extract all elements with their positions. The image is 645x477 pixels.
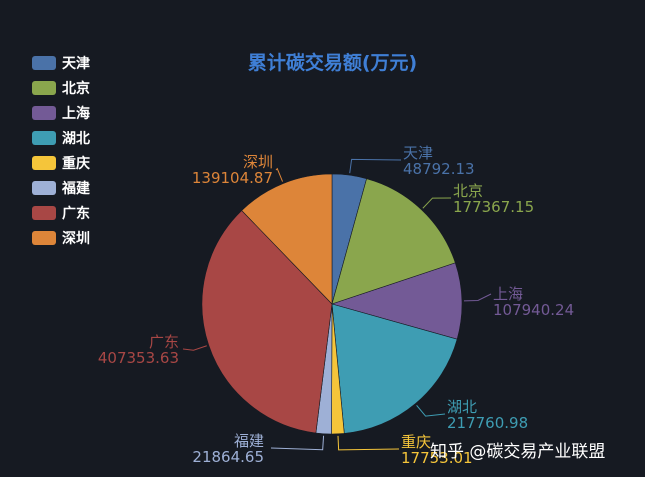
legend-item-tianjin[interactable]: 天津 <box>32 50 90 75</box>
legend: 天津 北京 上海 湖北 重庆 福建 广东 深圳 <box>32 50 90 250</box>
legend-swatch <box>32 180 56 195</box>
chart-title: 累计碳交易额(万元) <box>247 52 418 74</box>
pie-slice-7[interactable] <box>241 173 333 305</box>
leader-line <box>422 197 452 209</box>
slice-label-guangdong: 广东 407353.63 <box>97 333 179 367</box>
legend-label: 福建 <box>62 180 90 197</box>
legend-item-chongqing[interactable]: 重庆 <box>32 150 90 175</box>
leader-line <box>416 405 446 417</box>
legend-swatch <box>32 80 56 95</box>
slice-label-beijing: 北京 177367.15 <box>453 182 535 216</box>
legend-swatch <box>32 230 56 245</box>
legend-item-shenzhen[interactable]: 深圳 <box>32 225 90 250</box>
legend-label: 重庆 <box>62 155 90 172</box>
leader-line <box>275 167 284 182</box>
leader-line <box>182 345 207 351</box>
legend-label: 广东 <box>62 205 90 222</box>
slice-label-chongqing: 重庆 17753.01 <box>401 433 473 467</box>
slice-label-tianjin: 天津 48792.13 <box>403 144 475 178</box>
pie-slice-1[interactable] <box>331 178 456 305</box>
legend-swatch <box>32 105 56 120</box>
legend-swatch <box>32 130 56 145</box>
legend-swatch <box>32 155 56 170</box>
legend-label: 上海 <box>62 105 90 122</box>
pie-slice-6[interactable] <box>201 210 333 434</box>
leader-line <box>349 158 402 174</box>
legend-item-guangdong[interactable]: 广东 <box>32 200 90 225</box>
legend-item-shanghai[interactable]: 上海 <box>32 100 90 125</box>
slice-label-fujian: 福建 21864.65 <box>192 432 264 466</box>
slice-label-hubei: 湖北 217760.98 <box>447 398 529 432</box>
slice-label-shanghai: 上海 107940.24 <box>493 285 575 319</box>
slice-label-shenzhen: 深圳 139104.87 <box>191 153 273 187</box>
watermark: 知乎 @碳交易产业联盟 <box>430 442 606 462</box>
legend-item-fujian[interactable]: 福建 <box>32 175 90 200</box>
legend-item-hubei[interactable]: 湖北 <box>32 125 90 150</box>
pie-slice-2[interactable] <box>330 262 463 340</box>
legend-label: 北京 <box>62 80 90 97</box>
legend-label: 湖北 <box>62 130 90 147</box>
legend-label: 天津 <box>62 55 90 72</box>
leader-line <box>270 435 325 451</box>
legend-label: 深圳 <box>62 230 90 247</box>
legend-item-beijing[interactable]: 北京 <box>32 75 90 100</box>
legend-swatch <box>32 205 56 220</box>
legend-swatch <box>32 55 56 70</box>
pie-slice-3[interactable] <box>331 303 458 434</box>
leader-line <box>463 293 492 302</box>
leader-line <box>337 435 400 451</box>
